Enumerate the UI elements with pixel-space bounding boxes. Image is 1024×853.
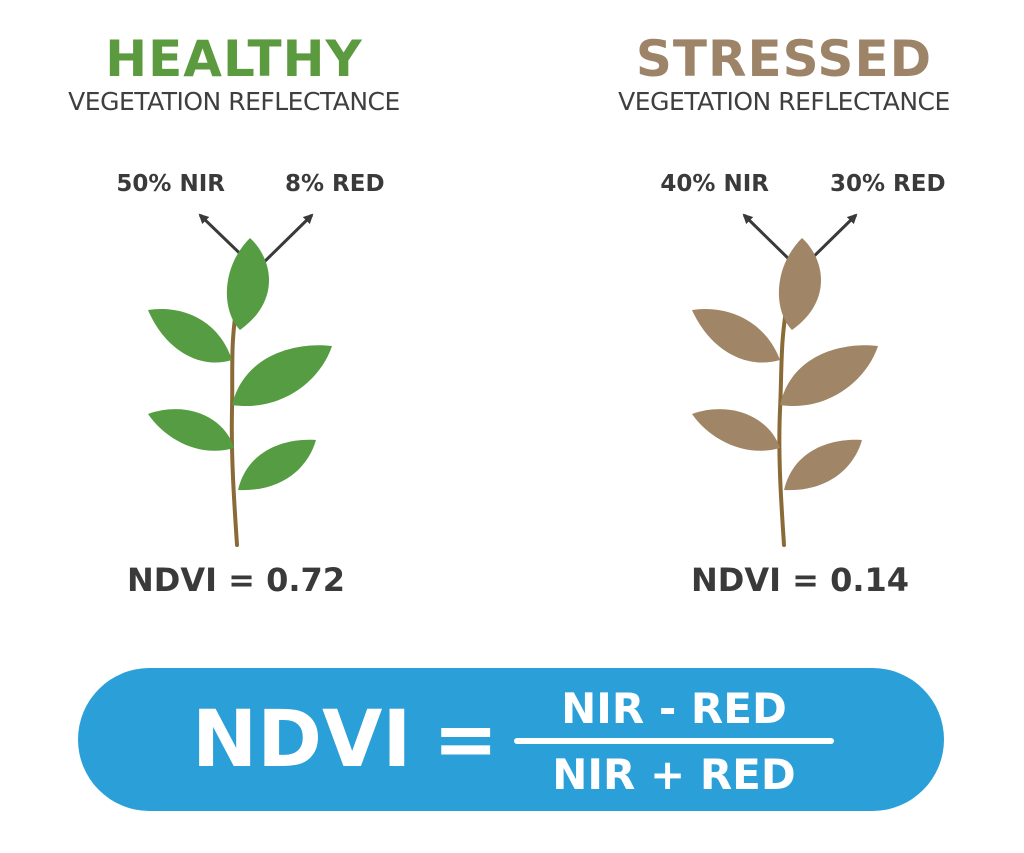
healthy-red-label: 8% RED <box>285 171 385 197</box>
stressed-subtitle: VEGETATION REFLECTANCE <box>618 87 950 116</box>
formula-numerator: NIR - RED <box>561 684 787 733</box>
right-leaf <box>780 345 878 407</box>
healthy-title: HEALTHY <box>105 30 363 88</box>
stressed-nir-label: 40% NIR <box>660 171 769 197</box>
right-leaf <box>232 345 332 407</box>
healthy-ndvi-value: NDVI = 0.72 <box>126 561 346 599</box>
formula-denominator: NIR + RED <box>552 750 796 799</box>
healthy-subtitle: VEGETATION REFLECTANCE <box>68 87 400 116</box>
stressed-plant-illustration <box>692 213 878 547</box>
lower-left-leaf <box>692 409 780 451</box>
upper-left-leaf <box>692 308 780 363</box>
stressed-panel: STRESSED VEGETATION REFLECTANCE 40% NIR … <box>512 0 1024 620</box>
fraction-bar <box>514 738 834 744</box>
top-leaf <box>778 238 821 330</box>
stressed-title: STRESSED <box>635 30 933 88</box>
stressed-ndvi-value: NDVI = 0.14 <box>690 561 910 599</box>
upper-left-leaf <box>148 308 232 363</box>
lower-left-leaf <box>148 409 234 451</box>
top-leaf <box>226 238 269 330</box>
formula-fraction: NIR - RED NIR + RED <box>514 678 834 802</box>
formula-equals-sign: = <box>433 695 499 785</box>
ndvi-formula-banner: NDVI = NIR - RED NIR + RED <box>78 668 944 811</box>
lower-right-leaf <box>238 439 316 491</box>
stem <box>777 298 790 547</box>
healthy-nir-label: 50% NIR <box>116 171 225 197</box>
stem <box>229 298 240 547</box>
formula-ndvi-label: NDVI <box>192 695 412 785</box>
healthy-plant-illustration <box>148 213 332 547</box>
stressed-red-label: 30% RED <box>830 171 946 197</box>
lower-right-leaf <box>784 439 862 491</box>
red-arrow <box>256 213 314 270</box>
healthy-panel: HEALTHY VEGETATION REFLECTANCE 50% NIR 8… <box>0 0 512 620</box>
